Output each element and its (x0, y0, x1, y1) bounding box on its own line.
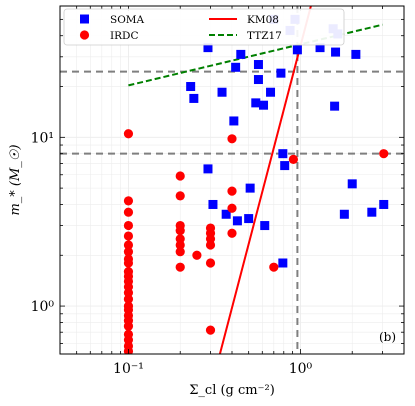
point-irdc (175, 262, 185, 272)
legend-label: TTZ17 (247, 30, 282, 42)
point-irdc (175, 171, 185, 181)
series-line-km08 (218, 6, 312, 354)
point-soma (278, 258, 288, 268)
point-irdc (227, 134, 237, 144)
point-soma (347, 179, 357, 189)
x-tick-label: 10⁰ (289, 361, 313, 377)
point-irdc (123, 321, 134, 331)
point-irdc (123, 294, 134, 304)
point-soma (203, 43, 213, 53)
legend-label: IRDC (110, 30, 139, 42)
point-irdc (175, 240, 185, 250)
point-irdc (175, 247, 185, 257)
point-irdc (123, 220, 134, 231)
point-soma (217, 87, 227, 97)
point-soma (232, 216, 242, 226)
point-irdc (205, 258, 216, 268)
point-irdc (205, 240, 216, 250)
point-irdc (227, 186, 237, 196)
point-irdc (205, 325, 216, 335)
point-soma (331, 47, 341, 57)
point-soma (253, 60, 263, 70)
data-points (123, 14, 389, 354)
legend-box (63, 8, 345, 46)
point-irdc (123, 129, 134, 139)
x-tick-label: 10⁻¹ (113, 361, 144, 377)
panel-label: (b) (379, 330, 396, 344)
point-soma (203, 164, 213, 174)
y-tick-label: 10⁰ (31, 299, 55, 315)
point-soma (231, 62, 241, 72)
point-irdc (123, 288, 134, 298)
point-soma (244, 214, 254, 224)
legend-label: KM08 (247, 14, 279, 26)
point-soma (266, 87, 276, 97)
point-irdc (175, 191, 185, 201)
point-soma (278, 149, 288, 159)
point-soma (280, 161, 290, 171)
point-irdc (192, 250, 202, 260)
point-soma (236, 49, 246, 59)
point-soma (208, 199, 218, 209)
point-irdc (379, 149, 389, 159)
x-axis-label: Σ_cl (g cm⁻²) (189, 383, 275, 398)
axis-ticks: 10⁻¹ 10⁰ 10⁰ 10¹ (31, 6, 404, 377)
point-soma (259, 100, 269, 110)
legend: SOMA IRDC KM08 TTZ17 (63, 8, 345, 46)
point-soma (245, 183, 255, 193)
point-irdc (123, 207, 134, 217)
y-tick-label: 10¹ (31, 130, 54, 146)
point-irdc (123, 240, 134, 250)
point-soma (292, 45, 302, 55)
legend-marker-irdc (79, 30, 90, 40)
point-irdc (123, 258, 134, 268)
point-soma (253, 75, 263, 85)
point-soma (189, 93, 199, 103)
point-soma (260, 221, 270, 231)
point-soma (186, 82, 196, 92)
point-irdc (269, 262, 279, 272)
y-axis-label: m_* (M_☉) (8, 144, 23, 215)
point-irdc (175, 226, 185, 236)
point-irdc (123, 231, 134, 241)
point-soma (330, 101, 340, 111)
point-soma (251, 98, 261, 108)
legend-label: SOMA (110, 14, 145, 26)
legend-marker-soma (80, 14, 89, 24)
point-soma (221, 209, 231, 219)
point-irdc (227, 228, 237, 238)
point-irdc (123, 247, 134, 257)
point-irdc (227, 203, 237, 213)
point-soma (276, 68, 286, 78)
point-soma (229, 116, 239, 126)
point-irdc (123, 196, 134, 206)
point-soma (367, 207, 377, 217)
point-soma (315, 43, 325, 53)
point-soma (351, 49, 361, 59)
point-irdc (288, 154, 299, 164)
point-soma (339, 209, 349, 219)
point-soma (379, 199, 389, 209)
